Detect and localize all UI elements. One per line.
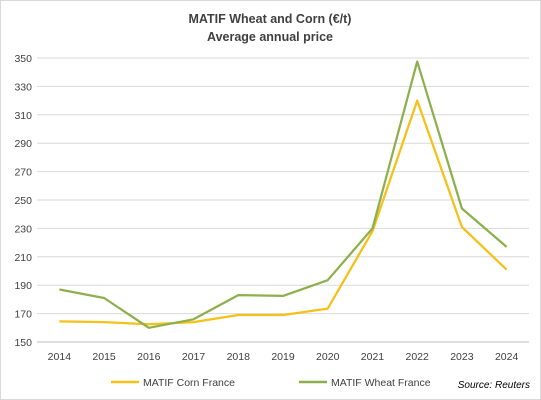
y-tick-label: 230 [14, 223, 32, 235]
y-tick-label: 210 [14, 252, 32, 264]
x-tick-label: 2014 [48, 351, 72, 363]
x-tick-label: 2023 [450, 351, 474, 363]
y-tick-label: 270 [14, 167, 32, 179]
chart-subtitle: Average annual price [207, 30, 333, 44]
x-axis-ticks: 2014 2015 2016 2017 2018 2019 2020 2021 2022 2023… [48, 351, 519, 363]
y-axis-ticks: 150 170 190 210 230 250 270 290 310 330 350 [14, 53, 32, 349]
legend-label-corn: MATIF Corn France [143, 377, 235, 389]
y-tick-label: 290 [14, 138, 32, 150]
chart-title: MATIF Wheat and Corn (€/t) [189, 12, 352, 26]
y-tick-label: 330 [14, 81, 32, 93]
x-tick-label: 2015 [92, 351, 116, 363]
x-tick-label: 2017 [182, 351, 206, 363]
x-tick-label: 2018 [227, 351, 251, 363]
y-tick-label: 190 [14, 280, 32, 292]
legend-label-wheat: MATIF Wheat France [331, 377, 431, 389]
gridlines [37, 57, 529, 343]
y-tick-label: 150 [14, 337, 32, 349]
series-line-wheat [59, 60, 508, 329]
x-tick-label: 2021 [361, 351, 385, 363]
x-tick-label: 2024 [495, 351, 519, 363]
x-tick-label: 2019 [271, 351, 295, 363]
series-line-corn [59, 99, 508, 326]
source-note: Source: Reuters [458, 380, 530, 391]
x-tick-label: 2020 [316, 351, 340, 363]
y-tick-label: 250 [14, 195, 32, 207]
x-tick-label: 2016 [137, 351, 161, 363]
y-tick-label: 310 [14, 110, 32, 122]
series-lines [59, 60, 508, 329]
legend: MATIF Corn France MATIF Wheat France [111, 377, 431, 389]
x-tick-label: 2022 [406, 351, 430, 363]
y-tick-label: 350 [14, 53, 32, 65]
y-tick-label: 170 [14, 309, 32, 321]
